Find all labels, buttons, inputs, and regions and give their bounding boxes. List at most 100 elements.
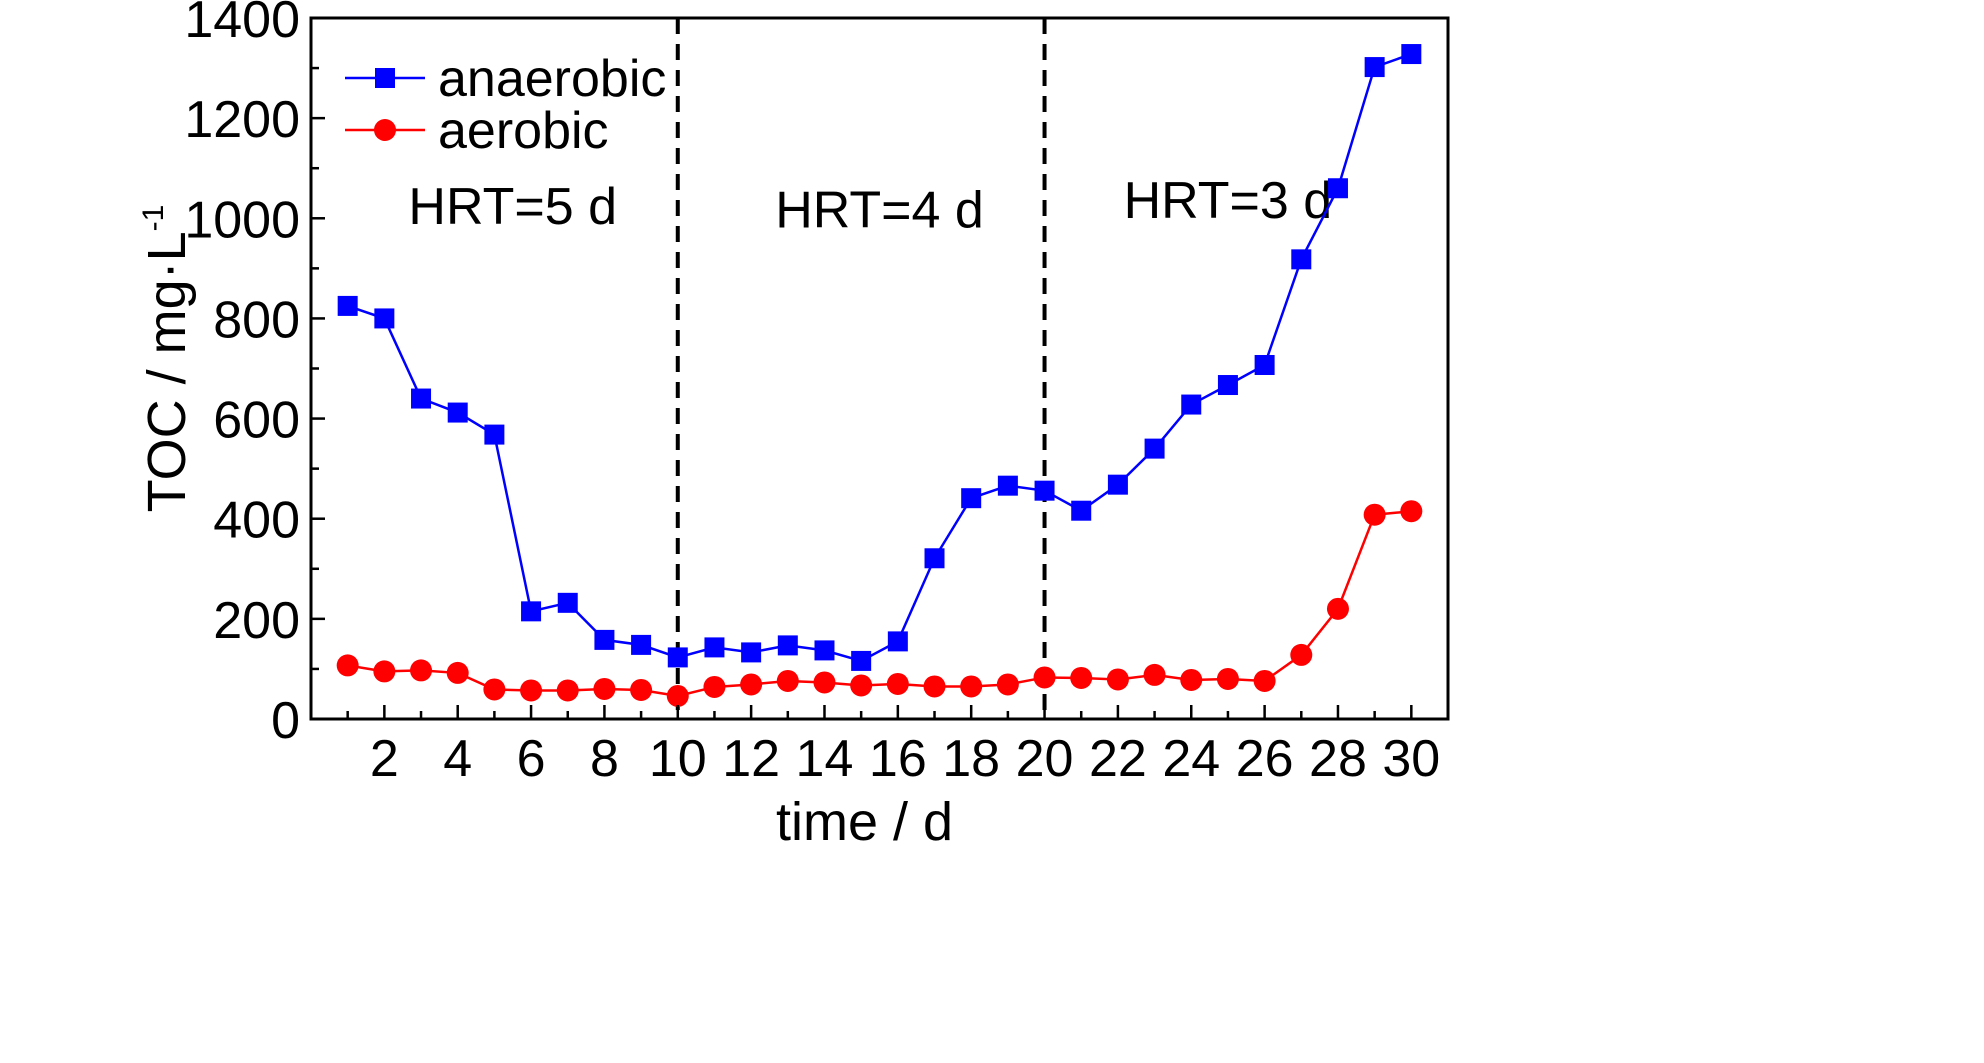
anaerobic-point xyxy=(1144,438,1165,459)
aerobic-point xyxy=(446,661,469,684)
aerobic-point xyxy=(1106,668,1129,691)
aerobic-point xyxy=(483,678,506,701)
x-tick-label: 2 xyxy=(370,730,399,788)
aerobic-point xyxy=(886,672,909,695)
x-tick-label: 6 xyxy=(517,730,546,788)
anaerobic-point xyxy=(337,295,358,316)
x-tick-label: 18 xyxy=(942,730,1000,788)
anaerobic-point xyxy=(1254,354,1275,375)
aerobic-point xyxy=(1216,667,1239,690)
anaerobic-point xyxy=(851,650,872,671)
anaerobic-point xyxy=(1181,394,1202,415)
aerobic-point xyxy=(593,677,616,700)
y-tick-label: 800 xyxy=(213,291,300,349)
aerobic-point xyxy=(776,669,799,692)
aerobic-point xyxy=(410,659,433,682)
y-axis-title-main: TOC / mg·L xyxy=(137,231,197,512)
legend-item-aerobic: aerobic xyxy=(345,102,609,160)
aerobic-point xyxy=(740,673,763,696)
anaerobic-point xyxy=(484,424,505,445)
aerobic-point xyxy=(703,675,726,698)
aerobic-line xyxy=(347,509,1412,698)
y-axis: 0 200 400 600 800 1000 1200 1400 xyxy=(184,0,325,750)
anaerobic-point xyxy=(594,629,615,650)
anaerobic-point xyxy=(777,635,798,656)
y-tick-label: 1400 xyxy=(184,0,300,49)
anaerobic-point xyxy=(667,647,688,668)
anaerobic-point xyxy=(521,601,542,622)
aerobic-point xyxy=(630,678,653,701)
anaerobic-point xyxy=(1327,178,1348,199)
anaerobic-point xyxy=(557,592,578,613)
y-tick-label: 400 xyxy=(213,492,300,550)
aerobic-point xyxy=(923,675,946,698)
y-tick-label: 1000 xyxy=(184,191,300,249)
anaerobic-point xyxy=(887,631,908,652)
legend-swatch-marker xyxy=(374,119,396,141)
x-tick-label: 10 xyxy=(649,730,707,788)
x-tick-label: 22 xyxy=(1089,730,1147,788)
hrt-region-label: HRT=3 d xyxy=(1124,172,1333,230)
anaerobic-point xyxy=(741,642,762,663)
anaerobic-point xyxy=(814,640,835,661)
aerobic-point xyxy=(1070,666,1093,689)
hrt-region-label: HRT=4 d xyxy=(775,181,984,239)
hrt-region-label: HRT=5 d xyxy=(408,178,617,236)
x-tick-label: 26 xyxy=(1236,730,1294,788)
anaerobic-point xyxy=(374,308,395,329)
anaerobic-point xyxy=(1291,249,1312,270)
aerobic-point xyxy=(960,675,983,698)
aerobic-point xyxy=(1253,669,1276,692)
legend-label: aerobic xyxy=(438,102,609,160)
x-tick-label: 24 xyxy=(1162,730,1220,788)
legend-item-anaerobic: anaerobic xyxy=(345,50,666,108)
x-axis: 2 4 6 8 10 12 14 16 18 20 22 24 26 28 30 xyxy=(346,705,1440,788)
aerobic-point xyxy=(1180,668,1203,691)
aerobic-point xyxy=(1033,666,1056,689)
aerobic-point xyxy=(666,684,689,707)
anaerobic-point xyxy=(631,634,652,655)
y-tick-label: 600 xyxy=(213,392,300,450)
anaerobic-point xyxy=(924,548,945,569)
x-tick-label: 14 xyxy=(796,730,854,788)
y-tick-label: 200 xyxy=(213,592,300,650)
y-axis-title-superscript: -1 xyxy=(137,205,170,232)
anaerobic-point xyxy=(411,388,432,409)
aerobic-point xyxy=(556,679,579,702)
anaerobic-point xyxy=(1034,480,1055,501)
series-aerobic xyxy=(336,500,1423,707)
aerobic-point xyxy=(1400,500,1423,523)
aerobic-point xyxy=(1326,597,1349,620)
hrt-dividers xyxy=(675,18,1047,719)
x-tick-label: 12 xyxy=(722,730,780,788)
legend-label: anaerobic xyxy=(438,50,666,108)
x-axis-title: time / d xyxy=(776,792,953,852)
aerobic-point xyxy=(850,674,873,697)
anaerobic-point xyxy=(1217,375,1238,396)
aerobic-point xyxy=(1363,503,1386,526)
legend-swatch-marker xyxy=(375,68,395,88)
anaerobic-point xyxy=(1071,500,1092,521)
aerobic-point xyxy=(336,654,359,677)
aerobic-point xyxy=(1290,643,1313,666)
x-tick-label: 28 xyxy=(1309,730,1367,788)
anaerobic-point xyxy=(704,637,725,658)
y-tick-label: 1200 xyxy=(184,91,300,149)
region-labels: HRT=5 d HRT=4 d HRT=3 d xyxy=(408,172,1332,240)
x-tick-label: 16 xyxy=(869,730,927,788)
aerobic-point xyxy=(373,660,396,683)
y-axis-title: TOC / mg·L-1 xyxy=(137,205,197,513)
anaerobic-point xyxy=(961,488,982,509)
y-axis-title-group: TOC / mg·L-1 xyxy=(137,205,197,513)
anaerobic-point xyxy=(1107,474,1128,495)
x-tick-label: 20 xyxy=(1016,730,1074,788)
x-tick-label: 30 xyxy=(1382,730,1440,788)
aerobic-point xyxy=(1143,663,1166,686)
aerobic-point xyxy=(520,679,543,702)
anaerobic-point xyxy=(1364,57,1385,78)
series-anaerobic xyxy=(337,44,1422,671)
aerobic-point xyxy=(813,671,836,694)
y-tick-label: 0 xyxy=(271,692,300,750)
